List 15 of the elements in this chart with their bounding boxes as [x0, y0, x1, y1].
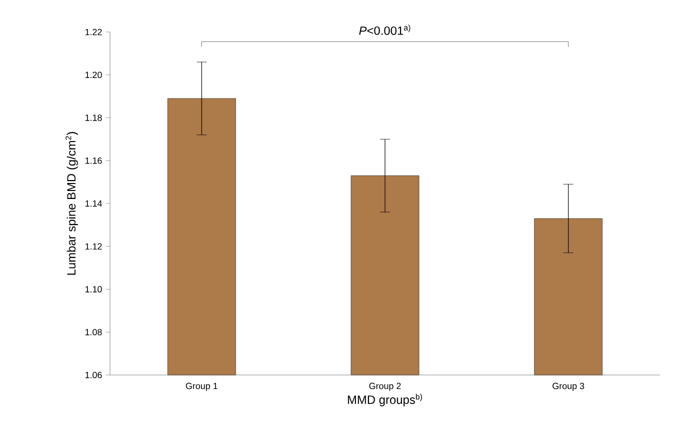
y-tick-label: 1.10 — [85, 286, 102, 292]
x-tick-label: Group 3 — [552, 382, 584, 391]
annotation: P<0.001$^{a)}$ — [359, 24, 410, 35]
y-axis-title: Lumbar spine BMD (g/cm$^{2}$) — [66, 132, 78, 275]
x-tick-label: Group 1 — [186, 382, 218, 391]
y-tick-label: 1.08 — [85, 328, 102, 336]
x-tick-label: Group 2 — [369, 382, 401, 391]
y-tick-label: 1.12 — [85, 243, 102, 250]
y-tick-label: 1.22 — [85, 28, 102, 36]
y-tick-label: 1.14 — [85, 200, 102, 207]
y-tick-label: 1.16 — [85, 157, 102, 164]
y-tick-label: 1.20 — [85, 72, 102, 78]
y-tick-label: 1.18 — [85, 114, 102, 121]
x-axis-title: MMD groups$^{b)}$ — [348, 394, 422, 406]
y-tick-label: 1.06 — [85, 372, 102, 378]
